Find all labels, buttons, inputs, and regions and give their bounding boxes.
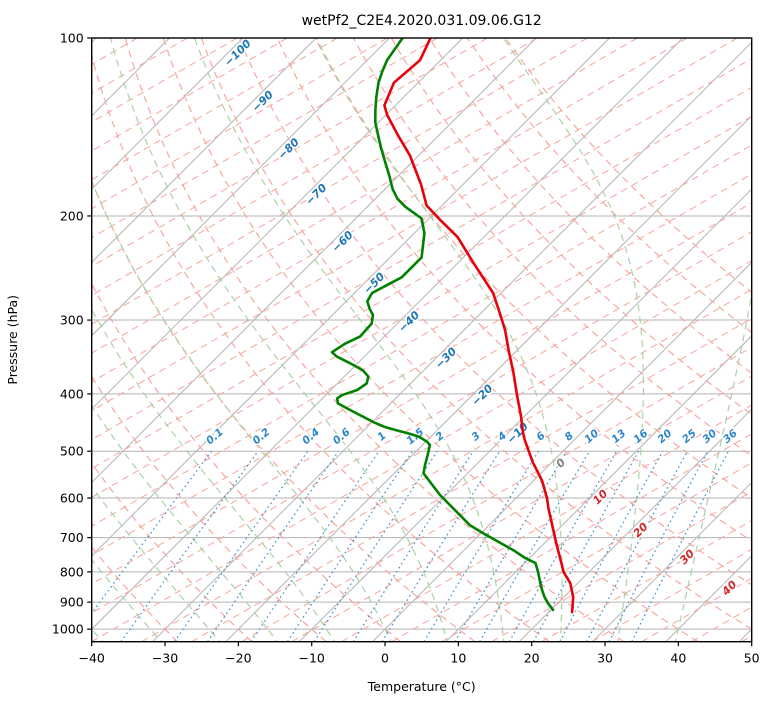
isotherm-label: 30 xyxy=(677,547,697,567)
x-tick-label: 30 xyxy=(597,651,613,666)
y-tick-label: 200 xyxy=(60,208,84,223)
aux-dashed-lines xyxy=(91,38,752,642)
mixing-ratio-label: 0.6 xyxy=(331,426,353,447)
x-tick-label: 10 xyxy=(450,651,466,666)
y-axis-title: Pressure (hPa) xyxy=(5,295,20,385)
x-tick-label: −40 xyxy=(79,651,105,666)
mixing-ratio-label: 0.1 xyxy=(204,426,226,447)
isotherm-label: −70 xyxy=(303,181,330,208)
mixing-ratio-lines xyxy=(91,450,729,642)
y-tick-label: 600 xyxy=(60,491,84,506)
x-tick-label: −20 xyxy=(225,651,251,666)
mixing-ratio-label: 3 xyxy=(469,430,482,444)
y-tick-label: 700 xyxy=(60,530,84,545)
y-tick-label: 100 xyxy=(60,31,84,46)
y-tick-label: 800 xyxy=(60,564,84,579)
x-tick-label: −30 xyxy=(152,651,178,666)
isotherm-label: 0 xyxy=(554,456,569,471)
isotherm-label: −90 xyxy=(249,88,276,115)
sounding-curves xyxy=(330,38,575,614)
mixing-ratio-label: 6 xyxy=(534,430,547,444)
y-tick-label: 900 xyxy=(60,595,84,610)
x-tick-label: 20 xyxy=(524,651,540,666)
y-tick-label: 500 xyxy=(60,444,84,459)
x-tick-label: −10 xyxy=(299,651,325,666)
y-tick-label: 300 xyxy=(60,313,84,328)
axes-spines-and-ticks: −40 −30 −20 −10 0 10 20 30 40 5010020030040050060… xyxy=(52,31,760,666)
dry-adiabat-lines xyxy=(91,38,752,642)
x-tick-label: 0 xyxy=(381,651,389,666)
isotherm-label: 10 xyxy=(590,487,610,507)
isotherm-label: −10 xyxy=(504,420,531,447)
isotherm-label: −20 xyxy=(469,382,496,409)
x-axis-title: Temperature (°C) xyxy=(367,679,476,694)
isotherm-label: −40 xyxy=(396,308,423,335)
moist-adiabat-lines xyxy=(91,38,752,642)
chart-title: wetPf2_C2E4.2020.031.09.06.G12 xyxy=(302,13,542,29)
mixing-ratio-label: 1 xyxy=(375,430,388,444)
mixing-ratio-label: 13 xyxy=(610,427,629,446)
mixing-ratio-label: 8 xyxy=(563,430,576,444)
isotherm-label: −100 xyxy=(222,37,254,69)
mixing-ratio-label: 2 xyxy=(433,430,446,444)
mixing-ratio-label: 16 xyxy=(631,427,650,446)
mixing-ratio-label: 25 xyxy=(680,427,699,446)
mixing-ratio-label: 0.2 xyxy=(250,426,272,447)
x-tick-label: 50 xyxy=(744,651,760,666)
y-tick-label: 400 xyxy=(60,386,84,401)
dewpoint-curve xyxy=(330,38,555,612)
isotherm-label: −30 xyxy=(433,345,460,372)
grid-lines xyxy=(91,37,752,642)
isotherm-label: −80 xyxy=(275,135,302,162)
inline-line-labels: 0.1 0.2 0.4 0.6 1 1.5 2 3 4 6 8 10 13 16 20 25 30 36−100−… xyxy=(202,35,741,600)
isotherm-label: 40 xyxy=(719,578,740,599)
temperature-curve xyxy=(383,38,575,614)
y-tick-label: 1000 xyxy=(52,622,84,637)
x-tick-label: 40 xyxy=(670,651,686,666)
